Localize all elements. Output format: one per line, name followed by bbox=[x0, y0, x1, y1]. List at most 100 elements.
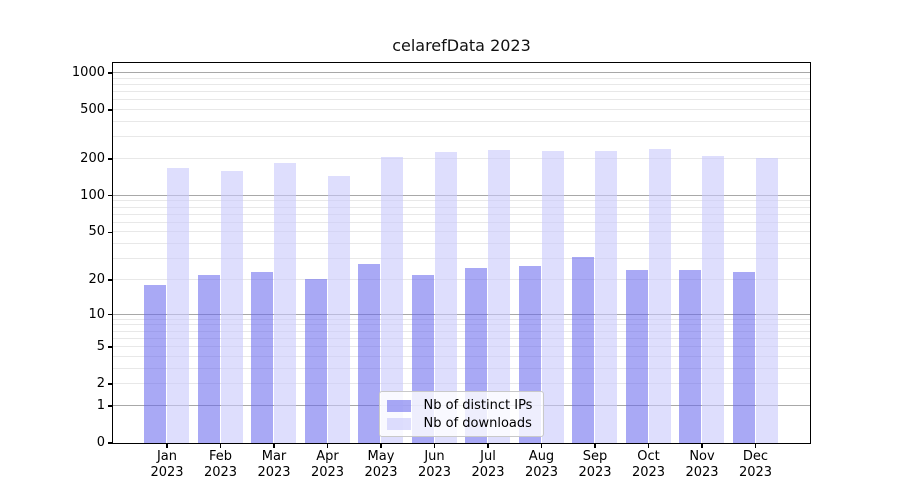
legend-swatch-distinct-ips bbox=[386, 399, 411, 412]
bar-distinct-ips-apr-2023 bbox=[304, 279, 327, 443]
minor-gridline bbox=[112, 355, 810, 357]
x-tick-label: Jan 2023 bbox=[150, 449, 184, 480]
x-tick-label: Nov 2023 bbox=[685, 449, 719, 480]
x-tick-label: Sep 2023 bbox=[578, 449, 612, 480]
y-tick-label: 200 bbox=[80, 150, 105, 166]
y-tick-label: 20 bbox=[88, 271, 105, 287]
bar-distinct-ips-oct-2023 bbox=[625, 270, 648, 443]
minor-gridline bbox=[112, 99, 810, 101]
y-tick-label: 0 bbox=[96, 435, 105, 450]
y-tick-mark bbox=[107, 346, 113, 348]
x-tick-label: Jun 2023 bbox=[417, 449, 452, 480]
minor-gridline bbox=[112, 109, 810, 111]
bar-distinct-ips-mar-2023 bbox=[251, 272, 273, 443]
y-tick-label: 100 bbox=[80, 187, 105, 203]
minor-gridline bbox=[112, 337, 810, 339]
chart-title: celarefData 2023 bbox=[392, 36, 531, 55]
y-tick-mark bbox=[107, 442, 113, 444]
x-tick-mark bbox=[326, 443, 329, 448]
minor-gridline bbox=[112, 258, 810, 260]
y-tick-mark bbox=[107, 195, 113, 197]
y-tick-mark bbox=[107, 231, 113, 234]
x-tick-mark bbox=[380, 443, 382, 448]
bar-distinct-ips-nov-2023 bbox=[679, 270, 701, 443]
x-tick-label: Dec 2023 bbox=[738, 449, 773, 480]
y-tick-label: 500 bbox=[80, 102, 105, 118]
y-tick-mark bbox=[107, 158, 113, 160]
y-tick-mark bbox=[107, 279, 113, 281]
bar-downloads-apr-2023 bbox=[327, 175, 350, 443]
y-tick-label: 5 bbox=[96, 339, 105, 355]
bar-downloads-oct-2023 bbox=[648, 149, 671, 443]
minor-gridline bbox=[112, 330, 810, 332]
minor-gridline bbox=[112, 120, 810, 122]
minor-gridline bbox=[112, 367, 810, 369]
minor-gridline bbox=[112, 77, 810, 79]
minor-gridline bbox=[112, 213, 810, 215]
bar-downloads-jun-2023 bbox=[434, 152, 457, 443]
legend-item-downloads: Nb of downloads bbox=[386, 415, 543, 433]
bar-downloads-nov-2023 bbox=[702, 155, 724, 443]
y-tick-mark bbox=[107, 313, 113, 316]
x-tick-label: Aug 2023 bbox=[524, 449, 559, 480]
legend-label-downloads: Nb of downloads bbox=[423, 416, 532, 431]
x-tick-label: Jul 2023 bbox=[471, 449, 505, 480]
legend: Nb of distinct IPs Nb of downloads bbox=[378, 390, 544, 437]
minor-gridline bbox=[112, 231, 810, 233]
y-tick-label: 2 bbox=[96, 376, 105, 392]
x-tick-mark bbox=[166, 443, 168, 448]
minor-gridline bbox=[112, 318, 810, 320]
bar-downloads-mar-2023 bbox=[274, 162, 296, 443]
y-tick-label: 1000 bbox=[71, 64, 105, 80]
y-tick-label: 10 bbox=[88, 306, 105, 322]
bar-distinct-ips-feb-2023 bbox=[197, 274, 220, 443]
minor-gridline bbox=[112, 346, 810, 348]
x-tick-label: Apr 2023 bbox=[310, 449, 345, 480]
minor-gridline bbox=[112, 221, 810, 223]
y-tick-mark bbox=[107, 383, 113, 385]
bar-downloads-sep-2023 bbox=[595, 151, 617, 443]
x-tick-mark bbox=[647, 443, 650, 448]
y-tick-label: 50 bbox=[88, 224, 105, 240]
y-tick-mark bbox=[107, 72, 113, 74]
x-tick-mark bbox=[219, 443, 222, 448]
bar-distinct-ips-dec-2023 bbox=[732, 272, 755, 443]
plot-area: Nb of distinct IPs Nb of downloads bbox=[111, 61, 811, 444]
x-tick-label: Mar 2023 bbox=[257, 449, 291, 480]
bar-downloads-jul-2023 bbox=[488, 149, 510, 443]
minor-gridline bbox=[112, 91, 810, 93]
bar-distinct-ips-sep-2023 bbox=[572, 256, 594, 443]
minor-gridline bbox=[112, 157, 810, 159]
bar-downloads-feb-2023 bbox=[220, 170, 243, 443]
bar-distinct-ips-may-2023 bbox=[358, 264, 380, 443]
minor-gridline bbox=[112, 243, 810, 245]
minor-gridline bbox=[112, 83, 810, 85]
legend-label-distinct-ips: Nb of distinct IPs bbox=[423, 398, 533, 413]
minor-gridline bbox=[112, 278, 810, 280]
x-tick-label: Feb 2023 bbox=[203, 449, 238, 480]
minor-gridline bbox=[112, 324, 810, 326]
x-tick-mark bbox=[433, 443, 436, 448]
bar-distinct-ips-jan-2023 bbox=[144, 284, 166, 443]
x-tick-mark bbox=[273, 443, 275, 448]
x-tick-mark bbox=[594, 443, 596, 448]
x-tick-label: Oct 2023 bbox=[631, 449, 666, 480]
legend-item-distinct-ips: Nb of distinct IPs bbox=[386, 397, 543, 415]
y-tick-mark bbox=[107, 109, 113, 111]
major-gridline bbox=[112, 313, 810, 315]
bar-downloads-may-2023 bbox=[381, 156, 403, 443]
y-tick-mark bbox=[107, 405, 113, 407]
bar-downloads-dec-2023 bbox=[755, 158, 778, 443]
x-tick-label: May 2023 bbox=[364, 449, 398, 480]
x-tick-mark bbox=[754, 443, 757, 448]
minor-gridline bbox=[112, 383, 810, 385]
bar-downloads-aug-2023 bbox=[541, 151, 564, 443]
major-gridline bbox=[112, 71, 810, 73]
x-tick-mark bbox=[487, 443, 489, 448]
x-tick-mark bbox=[540, 443, 543, 448]
legend-swatch-downloads bbox=[386, 417, 411, 430]
x-tick-mark bbox=[701, 443, 703, 448]
major-gridline bbox=[112, 194, 810, 196]
y-tick-label: 1 bbox=[96, 397, 105, 413]
